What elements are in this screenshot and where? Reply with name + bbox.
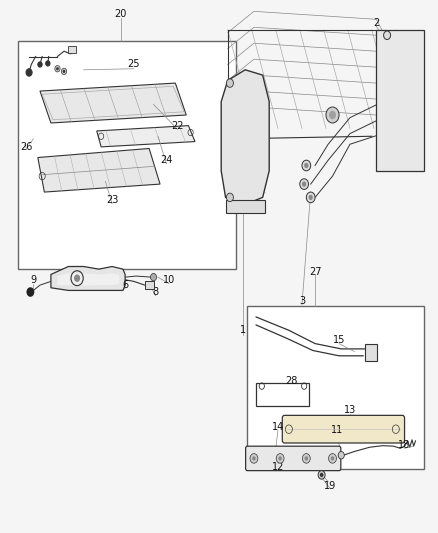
Text: 8: 8 xyxy=(152,287,159,297)
Circle shape xyxy=(252,456,256,461)
Circle shape xyxy=(338,451,344,459)
Text: 2: 2 xyxy=(373,18,379,28)
Circle shape xyxy=(304,456,308,461)
Bar xyxy=(18,41,237,269)
Circle shape xyxy=(329,111,336,119)
Circle shape xyxy=(300,179,308,189)
Text: 15: 15 xyxy=(333,335,345,345)
Text: 10: 10 xyxy=(162,275,175,285)
Text: 14: 14 xyxy=(272,422,284,432)
Circle shape xyxy=(56,67,59,70)
Circle shape xyxy=(331,456,334,461)
Text: 25: 25 xyxy=(127,60,140,69)
Circle shape xyxy=(61,68,67,75)
Circle shape xyxy=(38,62,42,67)
Text: 19: 19 xyxy=(324,481,336,490)
Circle shape xyxy=(226,193,233,201)
Text: 26: 26 xyxy=(21,142,33,152)
Bar xyxy=(145,281,154,289)
Polygon shape xyxy=(40,83,186,123)
Text: 3: 3 xyxy=(299,296,305,306)
Circle shape xyxy=(308,195,313,200)
Circle shape xyxy=(63,70,65,73)
Text: 27: 27 xyxy=(309,267,321,277)
Circle shape xyxy=(328,454,336,463)
Text: 13: 13 xyxy=(344,405,356,415)
Text: 22: 22 xyxy=(171,120,184,131)
Circle shape xyxy=(326,107,339,123)
Polygon shape xyxy=(97,126,195,147)
Bar xyxy=(383,30,416,168)
Circle shape xyxy=(26,287,34,297)
Bar xyxy=(226,200,265,213)
Text: 6: 6 xyxy=(122,280,128,290)
Text: 1: 1 xyxy=(240,325,246,335)
Circle shape xyxy=(304,163,308,168)
Circle shape xyxy=(279,456,282,461)
Circle shape xyxy=(306,192,315,203)
FancyBboxPatch shape xyxy=(283,415,405,443)
Circle shape xyxy=(74,274,80,282)
Bar xyxy=(365,344,378,361)
Text: 12: 12 xyxy=(272,462,284,472)
Circle shape xyxy=(46,61,50,66)
Polygon shape xyxy=(51,266,125,290)
Text: 18: 18 xyxy=(399,440,411,450)
FancyBboxPatch shape xyxy=(246,446,341,471)
Text: 11: 11 xyxy=(331,425,343,435)
Circle shape xyxy=(302,160,311,171)
Text: 20: 20 xyxy=(115,9,127,19)
Circle shape xyxy=(320,473,323,477)
Circle shape xyxy=(302,181,306,187)
Circle shape xyxy=(302,454,310,463)
Circle shape xyxy=(384,31,391,39)
Text: 23: 23 xyxy=(106,195,118,205)
Polygon shape xyxy=(221,70,269,205)
Bar xyxy=(247,306,424,469)
Circle shape xyxy=(250,454,258,463)
Circle shape xyxy=(150,273,156,281)
Text: 28: 28 xyxy=(285,376,297,386)
Polygon shape xyxy=(376,30,424,171)
Polygon shape xyxy=(57,273,120,286)
Circle shape xyxy=(26,69,32,76)
Circle shape xyxy=(318,471,325,479)
Bar xyxy=(68,46,76,53)
Circle shape xyxy=(55,66,60,72)
Polygon shape xyxy=(38,149,160,192)
Circle shape xyxy=(276,454,284,463)
Text: 9: 9 xyxy=(30,275,36,285)
Text: 24: 24 xyxy=(160,155,173,165)
Bar xyxy=(256,383,308,406)
Circle shape xyxy=(226,79,233,87)
